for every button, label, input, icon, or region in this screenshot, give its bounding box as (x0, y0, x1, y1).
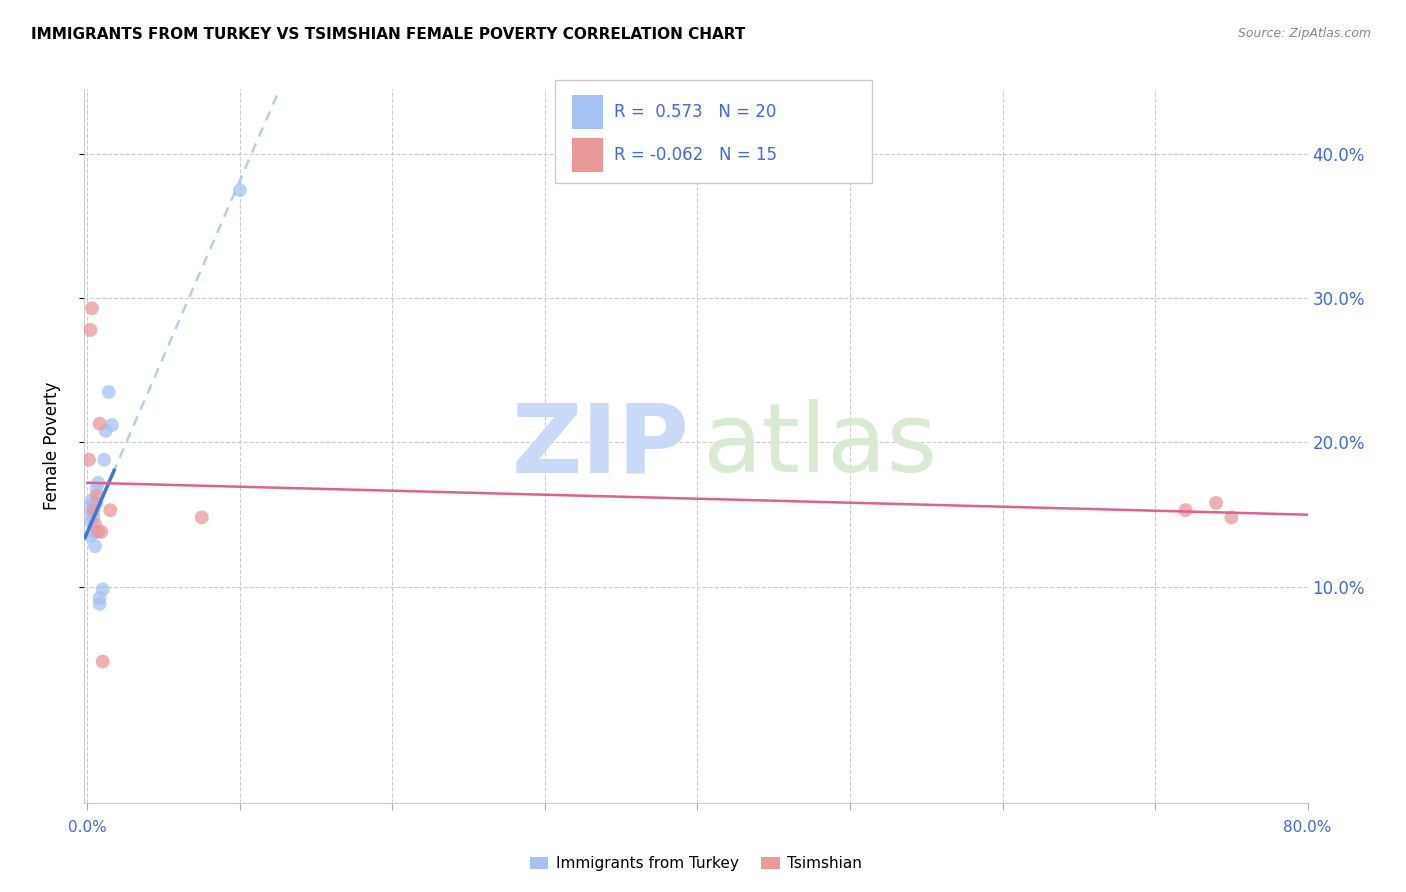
Point (80, 493, 103, 508)
Point (77, 500, 100, 515)
Point (87, 475, 110, 490)
Point (79, 529, 101, 543)
Point (91, 655, 114, 669)
Point (86, 489, 108, 503)
Text: 0.0%: 0.0% (67, 820, 107, 835)
Point (101, 418, 124, 433)
Point (83, 503, 105, 517)
Point (79, 515, 101, 529)
Point (86, 482, 108, 496)
Text: atlas: atlas (702, 400, 938, 492)
Text: IMMIGRANTS FROM TURKEY VS TSIMSHIAN FEMALE POVERTY CORRELATION CHART: IMMIGRANTS FROM TURKEY VS TSIMSHIAN FEMA… (31, 27, 745, 42)
Point (79, 323, 101, 337)
Point (83, 524, 105, 539)
Point (80, 301, 103, 316)
Text: Source: ZipAtlas.com: Source: ZipAtlas.com (1237, 27, 1371, 40)
Point (94, 424, 117, 438)
Point (97, 384, 120, 399)
Point (89, 417, 111, 431)
Point (84, 496, 107, 510)
Point (89, 591, 111, 606)
Point (1205, 496, 1227, 510)
Legend: Immigrants from Turkey, Tsimshian: Immigrants from Turkey, Tsimshian (523, 850, 869, 877)
Point (77, 452, 100, 467)
Point (1174, 503, 1197, 517)
Text: 80.0%: 80.0% (1284, 820, 1331, 835)
Point (90, 524, 112, 539)
Point (91, 582, 114, 597)
Text: R =  0.573   N = 20: R = 0.573 N = 20 (614, 103, 776, 121)
Point (1220, 510, 1243, 524)
Point (86, 496, 108, 510)
Point (229, 183, 252, 197)
Point (87, 524, 110, 539)
Y-axis label: Female Poverty: Female Poverty (42, 382, 60, 510)
Point (80, 508, 103, 522)
Point (98, 503, 121, 517)
Point (93, 452, 115, 467)
Point (84, 539, 107, 553)
Point (84, 517, 107, 532)
Text: ZIP: ZIP (512, 400, 690, 492)
Point (83, 510, 105, 524)
Point (191, 510, 214, 524)
Point (89, 597, 111, 611)
Text: R = -0.062   N = 15: R = -0.062 N = 15 (614, 146, 778, 164)
